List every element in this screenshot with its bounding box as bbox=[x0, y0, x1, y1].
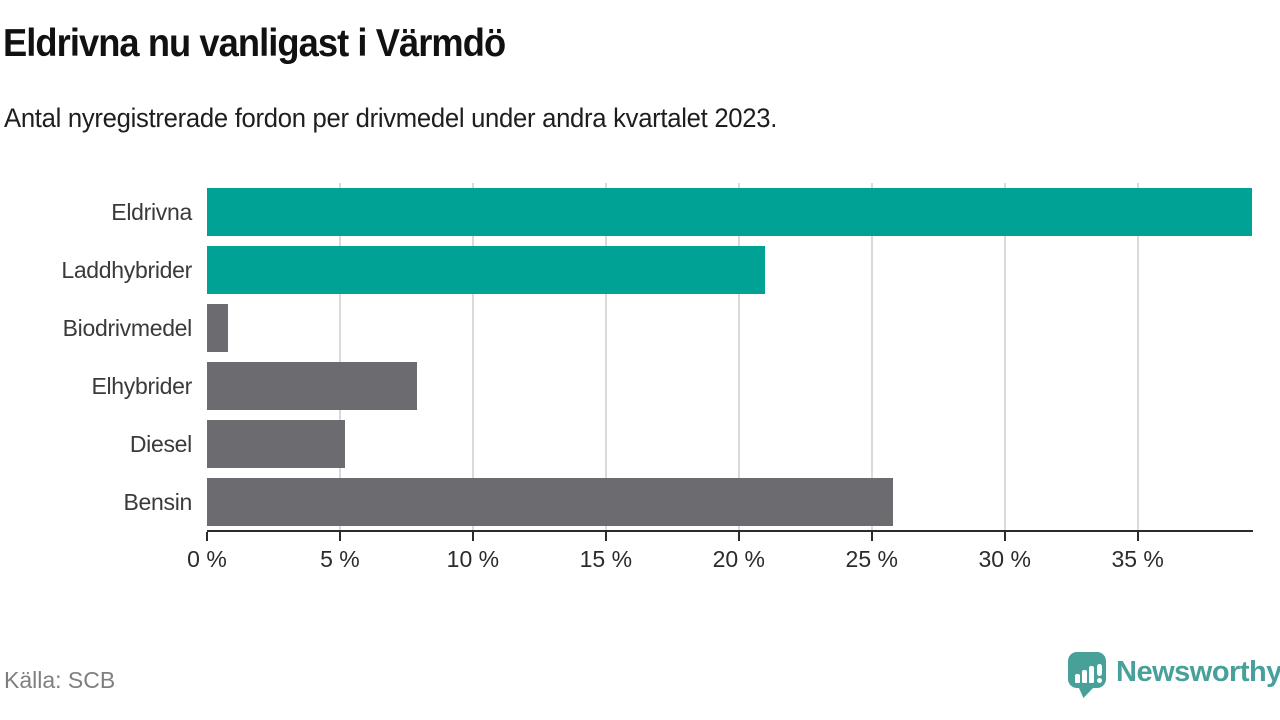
x-axis-tick bbox=[870, 532, 873, 541]
mini-bars-icon bbox=[1075, 664, 1102, 683]
exclamation-icon bbox=[1097, 664, 1102, 683]
gridline bbox=[870, 183, 873, 531]
bar-row bbox=[207, 299, 1252, 357]
category-label: Elhybrider bbox=[91, 373, 192, 399]
category-label: Diesel bbox=[129, 431, 192, 457]
x-axis-tick-label: 15 % bbox=[579, 546, 633, 572]
gridline bbox=[1136, 183, 1139, 531]
newsworthy-logo: Newsworthy bbox=[1068, 650, 1280, 698]
x-axis-tick-label: 25 % bbox=[845, 546, 898, 572]
bubble-tail bbox=[1078, 686, 1095, 698]
bar-laddhybrider bbox=[207, 246, 766, 294]
x-axis-tick bbox=[338, 532, 341, 541]
category-label: Bensin bbox=[123, 489, 192, 515]
x-axis-tick bbox=[604, 532, 607, 541]
x-axis-tick bbox=[737, 532, 740, 541]
bar-biodrivmedel bbox=[207, 304, 229, 352]
category-label: Eldrivna bbox=[111, 199, 192, 225]
category-labels: Eldrivna Laddhybrider Biodrivmedel Elhybrid… bbox=[0, 183, 192, 531]
plot-area bbox=[207, 183, 1252, 531]
bar-eldrivna bbox=[207, 188, 1252, 236]
gridline bbox=[604, 183, 607, 531]
x-axis-line bbox=[207, 530, 1253, 532]
chart-title: Eldrivna nu vanligast i Värmdö bbox=[3, 22, 506, 65]
x-axis-tick bbox=[471, 532, 474, 541]
bar-row bbox=[207, 183, 1252, 241]
x-axis-tick-label: 10 % bbox=[446, 546, 500, 572]
bar-elhybrider bbox=[207, 362, 418, 410]
category-label: Laddhybrider bbox=[61, 257, 192, 283]
x-axis-tick bbox=[1003, 532, 1006, 541]
x-axis-tick-label: 20 % bbox=[712, 546, 766, 572]
x-axis-tick bbox=[206, 532, 208, 541]
bar-row bbox=[207, 415, 1252, 473]
x-axis-tick-label: 0 % bbox=[187, 546, 227, 572]
category-label: Biodrivmedel bbox=[62, 315, 193, 341]
bar-row bbox=[207, 473, 1252, 531]
gridline bbox=[471, 183, 474, 531]
gridline bbox=[737, 183, 740, 531]
x-axis-tick bbox=[1136, 532, 1139, 541]
x-axis-tick-label: 35 % bbox=[1111, 546, 1164, 572]
bar-row bbox=[207, 357, 1252, 415]
bar-diesel bbox=[207, 420, 346, 468]
bar-bensin bbox=[207, 478, 894, 526]
gridline bbox=[338, 183, 341, 531]
newsworthy-chart-bubble-icon bbox=[1068, 650, 1106, 698]
x-axis-ticks bbox=[206, 532, 1252, 542]
source-label: Källa: SCB bbox=[4, 667, 116, 693]
x-axis-tick-label: 30 % bbox=[978, 546, 1031, 572]
x-axis-tick-label: 5 % bbox=[320, 546, 360, 572]
x-axis-tick-labels: 0 % 5 % 10 % 15 % 20 % 25 % 30 % 35 % bbox=[187, 546, 1252, 576]
newsworthy-logo-text: Newsworthy bbox=[1116, 656, 1280, 688]
bar-row bbox=[207, 241, 1252, 299]
gridline bbox=[1003, 183, 1006, 531]
chart-subtitle: Antal nyregistrerade fordon per drivmede… bbox=[4, 103, 778, 133]
